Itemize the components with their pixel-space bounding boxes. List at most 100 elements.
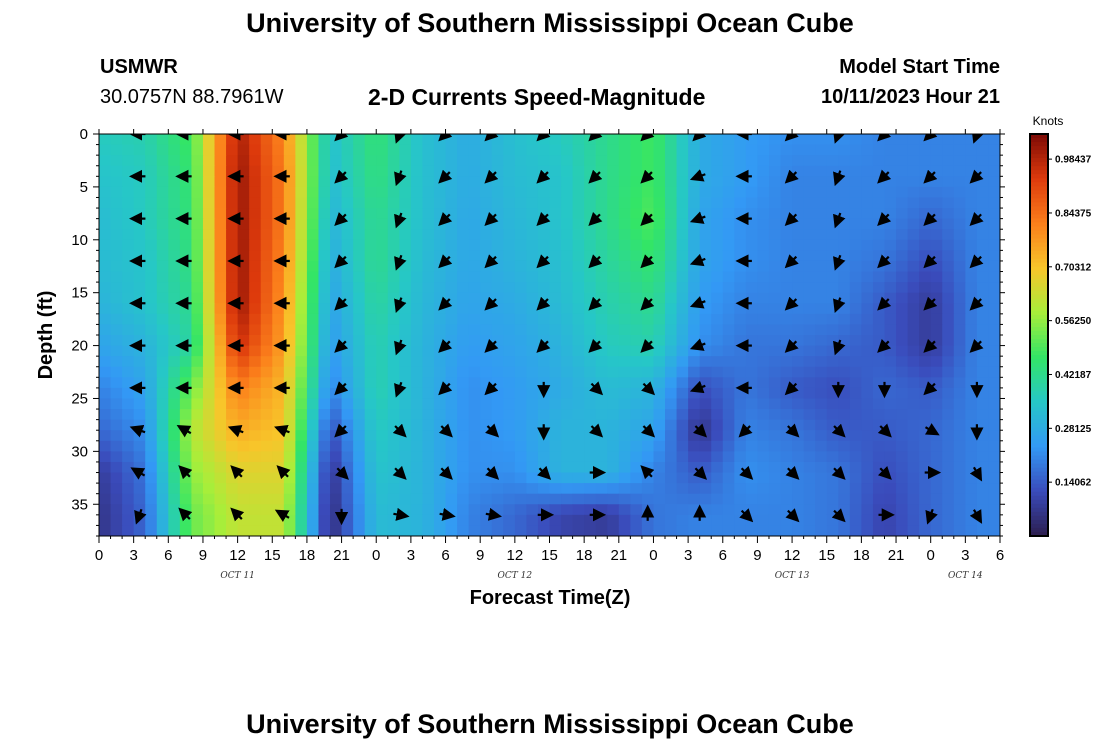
- heatmap-cell: [457, 514, 470, 527]
- heatmap-cell: [214, 387, 227, 400]
- current-vector-arrow: [394, 212, 407, 229]
- heatmap-cell: [734, 525, 747, 536]
- x-tick-label: 12: [507, 547, 524, 564]
- heatmap-cell: [965, 186, 978, 199]
- heatmap-cell: [179, 493, 193, 505]
- heatmap-cell: [988, 271, 1000, 283]
- heatmap-cell: [537, 144, 551, 156]
- heatmap-cell: [422, 419, 435, 431]
- heatmap-cell: [561, 387, 574, 400]
- heatmap-cell: [341, 229, 354, 241]
- heatmap-cell: [618, 366, 631, 378]
- heatmap-cell: [399, 366, 412, 378]
- heatmap-cell: [861, 483, 874, 495]
- heatmap-cell: [711, 155, 724, 167]
- heatmap-cell: [584, 282, 597, 294]
- heatmap-cell: [99, 250, 112, 262]
- heatmap-cell: [653, 282, 666, 294]
- heatmap-cell: [630, 324, 643, 336]
- heatmap-cell: [526, 229, 539, 241]
- heatmap-cell: [410, 176, 424, 188]
- heatmap-cell: [711, 303, 724, 315]
- heatmap-cell: [572, 440, 585, 452]
- heatmap-cell: [156, 504, 169, 516]
- colorbar-swatch: [1030, 347, 1048, 352]
- heatmap-cell: [641, 303, 655, 315]
- model-start-value: 10/11/2023 Hour 21: [820, 86, 1000, 108]
- heatmap-cell: [653, 483, 666, 495]
- current-vector-arrow: [484, 381, 499, 396]
- heatmap-cell: [514, 525, 527, 536]
- heatmap-cell: [480, 504, 493, 516]
- heatmap-cell: [526, 504, 539, 516]
- heatmap-cell: [849, 366, 862, 378]
- heatmap-cell: [641, 218, 655, 230]
- current-vector-arrow: [589, 381, 604, 396]
- heatmap-cell: [676, 155, 689, 167]
- heatmap-cell: [757, 472, 770, 484]
- heatmap-cell: [665, 366, 678, 378]
- heatmap-cell: [260, 356, 273, 368]
- heatmap-cell: [526, 208, 539, 220]
- heatmap-cell: [422, 303, 435, 315]
- heatmap-cell: [272, 345, 285, 357]
- heatmap-cell: [295, 356, 308, 368]
- heatmap-cell: [919, 493, 932, 505]
- heatmap-cell: [445, 134, 458, 146]
- heatmap-cell: [537, 514, 551, 527]
- heatmap-cell: [641, 134, 655, 146]
- heatmap-cell: [618, 239, 631, 251]
- heatmap-cell: [295, 144, 308, 156]
- current-vector-arrow: [833, 297, 846, 314]
- heatmap-cell: [872, 377, 886, 389]
- heatmap-cell: [318, 292, 331, 304]
- heatmap-cell: [376, 430, 389, 442]
- heatmap-cell: [838, 208, 851, 220]
- heatmap-cell: [376, 229, 389, 241]
- heatmap-cell: [792, 419, 805, 431]
- heatmap-cell: [745, 366, 759, 378]
- heatmap-cell: [514, 514, 527, 527]
- heatmap-cell: [665, 218, 678, 230]
- heatmap-cell: [399, 239, 412, 251]
- heatmap-cell: [561, 419, 574, 431]
- heatmap-cell: [145, 483, 158, 495]
- heatmap-cell: [942, 451, 955, 463]
- colorbar-swatch: [1030, 515, 1048, 521]
- heatmap-cell: [445, 239, 458, 251]
- heatmap-cell: [722, 250, 735, 262]
- heatmap-cell: [942, 430, 955, 442]
- heatmap-cell: [318, 186, 331, 199]
- heatmap-cell: [295, 472, 308, 484]
- heatmap-cell: [110, 461, 123, 474]
- heatmap-cell: [757, 493, 770, 505]
- heatmap-cell: [191, 208, 204, 220]
- heatmap-cell: [191, 155, 204, 167]
- heatmap-cell: [815, 292, 828, 304]
- heatmap-cell: [653, 197, 666, 209]
- heatmap-cell: [919, 208, 932, 220]
- heatmap-cell: [653, 303, 666, 315]
- colorbar-swatch: [1030, 495, 1048, 501]
- heatmap-cell: [295, 461, 308, 474]
- heatmap-cell: [861, 292, 874, 304]
- heatmap-cell: [283, 324, 296, 336]
- heatmap-cell: [861, 313, 874, 326]
- x-date-label: OCT 14: [948, 571, 983, 581]
- heatmap-cell: [976, 356, 990, 368]
- heatmap-cell: [399, 356, 412, 368]
- heatmap-cell: [480, 208, 493, 220]
- heatmap-cell: [99, 345, 112, 357]
- heatmap-cell: [122, 493, 135, 505]
- heatmap-cell: [930, 419, 943, 431]
- heatmap-cell: [884, 345, 897, 357]
- heatmap-cell: [433, 366, 447, 378]
- current-vector-arrow: [739, 465, 754, 480]
- heatmap-cell: [214, 208, 227, 220]
- colorbar-swatch: [1030, 419, 1048, 425]
- heatmap-cell: [353, 250, 366, 262]
- heatmap-cell: [410, 271, 424, 283]
- heatmap-cell: [514, 155, 527, 167]
- heatmap-cell: [988, 398, 1000, 410]
- heatmap-cell: [387, 387, 400, 400]
